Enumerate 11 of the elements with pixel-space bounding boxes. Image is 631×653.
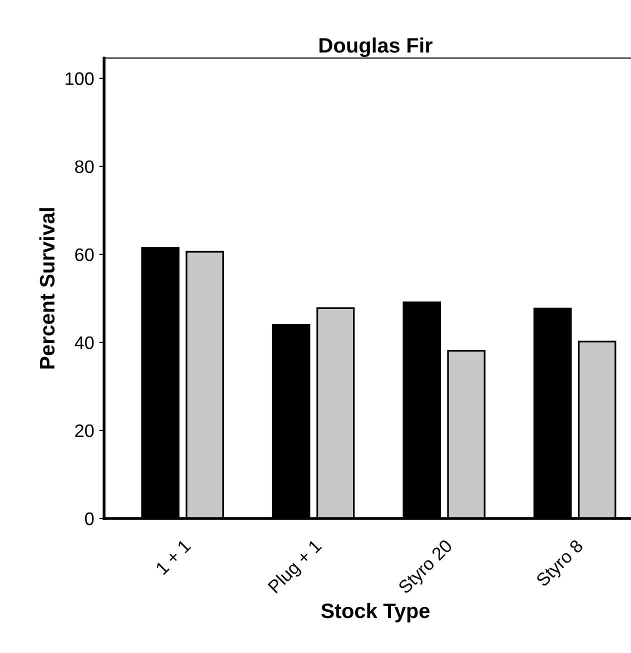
y-tick-label: 80 <box>75 160 94 174</box>
y-tick-label: 100 <box>66 72 94 86</box>
x-tick-label: 1 + 1 <box>155 539 192 575</box>
y-tick-label: 40 <box>74 336 94 350</box>
y-tick-label: 60 <box>75 248 94 262</box>
x-tick-label: Plug + 1 <box>267 538 325 596</box>
y-tick-label: 0 <box>85 512 94 526</box>
chart-title: Douglas Fir <box>320 37 432 57</box>
x-axis-title: Stock Type <box>321 602 430 622</box>
y-tick-label: 20 <box>75 424 94 438</box>
y-axis-title: Percent Survival <box>39 208 55 369</box>
